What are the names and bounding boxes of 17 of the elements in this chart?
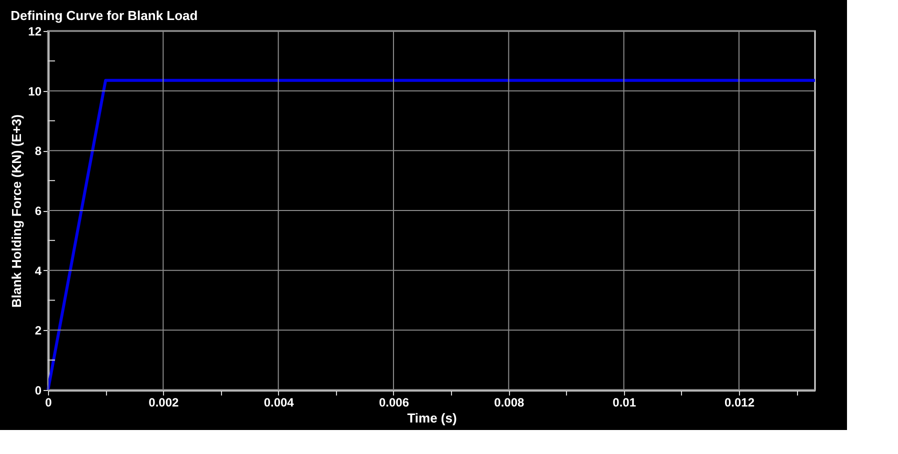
x-tick-label: 0.01 <box>612 396 636 410</box>
y-tick-label: 6 <box>34 204 42 218</box>
y-tick-label: 12 <box>28 24 42 38</box>
x-tick-label: 0.008 <box>494 396 524 410</box>
x-tick-label: 0.004 <box>264 396 294 410</box>
y-tick-label: 0 <box>34 384 42 398</box>
x-axis-title: Time (s) <box>407 410 457 426</box>
chart-title: Defining Curve for Blank Load <box>10 8 198 23</box>
x-tick-label: 0.006 <box>378 396 410 410</box>
y-tick-label: 4 <box>34 264 42 278</box>
y-axis-title: Blank Holding Force (KN) (E+3) <box>9 114 24 308</box>
x-tick-label: 0.012 <box>724 396 755 410</box>
x-tick-label: 0.002 <box>148 396 180 410</box>
x-tick-label: 0 <box>45 396 52 410</box>
y-tick-label: 2 <box>34 324 42 338</box>
y-tick-label: 10 <box>28 84 42 98</box>
y-tick-label: 8 <box>34 144 42 158</box>
